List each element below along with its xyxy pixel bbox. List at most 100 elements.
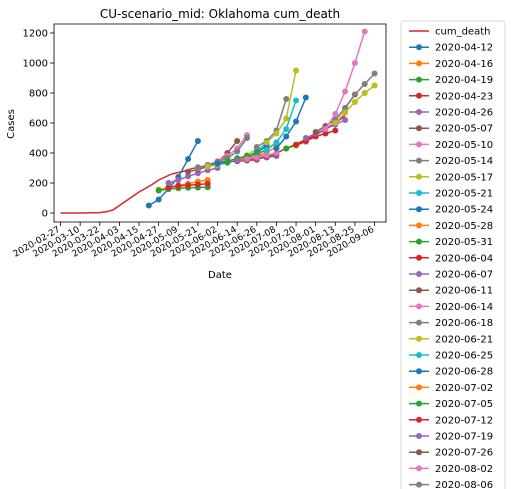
- data-point: [342, 117, 349, 123]
- legend: cum_death 2020-04-12 2020-04-16 2020-04-19 2…: [400, 20, 506, 489]
- data-point: [263, 152, 270, 159]
- data-point: [194, 164, 201, 171]
- legend-entry: 2020-06-21: [409, 334, 493, 345]
- series-2020-06-21: [263, 67, 300, 146]
- data-point: [175, 183, 182, 189]
- legend-label: 2020-07-05: [435, 399, 493, 410]
- legend-label: 2020-04-23: [435, 91, 493, 102]
- legend-marker: [416, 222, 422, 229]
- legend-marker: [416, 173, 422, 180]
- data-point: [263, 147, 270, 153]
- data-point: [194, 138, 201, 144]
- legend-entry: 2020-06-04: [409, 253, 493, 264]
- legend-label: 2020-05-31: [435, 237, 493, 248]
- legend-label: 2020-06-25: [435, 351, 493, 362]
- data-point: [273, 150, 280, 156]
- series-2020-06-28: [273, 94, 309, 152]
- data-point: [361, 28, 368, 35]
- legend-label: 2020-05-10: [435, 140, 493, 151]
- data-point: [224, 158, 231, 165]
- legend-label: 2020-05-28: [435, 221, 493, 232]
- data-point: [273, 145, 280, 152]
- legend-entry: cum_death: [409, 27, 490, 38]
- legend-label: 2020-04-12: [435, 43, 493, 54]
- legend-label: 2020-05-07: [435, 124, 493, 135]
- legend-entry: 2020-05-17: [409, 172, 493, 183]
- legend-marker: [416, 287, 422, 294]
- legend-label: 2020-06-18: [435, 318, 493, 329]
- legend-marker: [416, 416, 422, 423]
- legend-label: 2020-07-12: [435, 415, 493, 426]
- series-2020-06-25: [263, 97, 300, 153]
- data-point: [253, 154, 260, 161]
- data-point: [155, 187, 162, 194]
- legend-marker: [416, 125, 422, 132]
- data-point: [185, 168, 192, 175]
- legend-entry: 2020-05-07: [409, 124, 493, 135]
- legend-marker: [416, 206, 422, 213]
- y-tick-label: 400: [29, 149, 48, 160]
- legend-label: 2020-06-14: [435, 302, 493, 313]
- data-point: [293, 118, 300, 125]
- legend-label: 2020-06-04: [435, 253, 493, 264]
- legend-entry: 2020-05-24: [409, 205, 493, 216]
- legend-entry: 2020-07-26: [409, 448, 493, 459]
- data-point: [283, 126, 290, 132]
- series-line: [266, 100, 297, 151]
- legend-entry: 2020-05-28: [409, 221, 493, 232]
- data-point: [361, 90, 368, 96]
- legend-box: [400, 20, 506, 489]
- data-point: [283, 133, 290, 140]
- legend-entry: 2020-06-18: [409, 318, 493, 329]
- data-point: [302, 135, 309, 141]
- legend-label: 2020-07-19: [435, 432, 493, 443]
- data-point: [165, 184, 172, 191]
- data-point: [234, 148, 241, 155]
- data-point: [332, 120, 339, 126]
- legend-entry: 2020-06-14: [409, 302, 493, 313]
- legend-marker: [416, 109, 422, 115]
- legend-label: 2020-08-06: [435, 480, 493, 489]
- legend-marker: [416, 449, 422, 456]
- data-point: [204, 163, 211, 170]
- legend-entry: 2020-04-23: [409, 91, 493, 102]
- legend-entry: 2020-04-16: [409, 59, 493, 70]
- legend-label: 2020-06-11: [435, 286, 493, 297]
- legend-label: 2020-07-26: [435, 448, 493, 459]
- legend-marker: [416, 60, 422, 67]
- data-point: [234, 157, 241, 164]
- series-2020-04-23: [165, 180, 211, 191]
- legend-label: 2020-04-26: [435, 108, 493, 119]
- legend-marker: [416, 433, 422, 439]
- y-tick-label: 1200: [23, 29, 48, 40]
- data-point: [283, 145, 290, 152]
- legend-entry: 2020-06-11: [409, 286, 493, 297]
- legend-entry: 2020-06-07: [409, 270, 493, 281]
- series-line: [246, 153, 277, 161]
- data-point: [342, 88, 349, 95]
- legend-marker: [416, 319, 422, 326]
- data-point: [214, 160, 221, 167]
- legend-marker: [416, 92, 422, 99]
- y-axis-label: Cases: [6, 109, 17, 139]
- data-point: [322, 126, 329, 132]
- legend-entry: 2020-04-19: [409, 75, 493, 86]
- data-point: [253, 144, 260, 150]
- data-point: [351, 99, 358, 105]
- series-line: [275, 97, 307, 149]
- legend-label: cum_death: [435, 27, 490, 38]
- data-point: [273, 139, 280, 146]
- legend-marker: [416, 465, 422, 472]
- series-line: [266, 70, 297, 144]
- legend-marker: [416, 481, 422, 488]
- series-2020-08-02: [322, 28, 368, 132]
- data-point: [332, 127, 339, 134]
- chart-title: CU-scenario_mid: Oklahoma cum_death: [100, 7, 340, 21]
- legend-label: 2020-06-28: [435, 367, 493, 378]
- data-point: [185, 156, 192, 162]
- legend-label: 2020-05-17: [435, 172, 493, 183]
- legend-marker: [416, 157, 422, 164]
- legend-marker: [416, 368, 422, 375]
- data-point: [194, 181, 201, 188]
- series-line: [60, 114, 346, 214]
